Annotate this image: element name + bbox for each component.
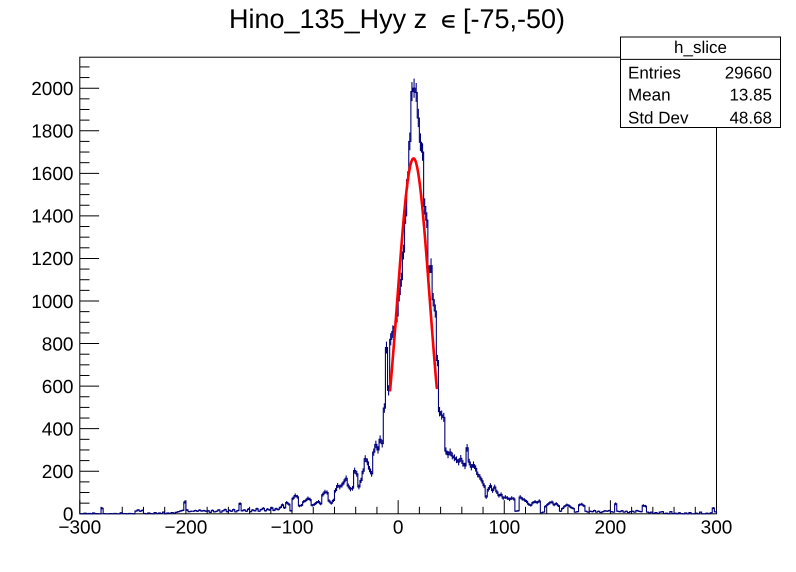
svg-text:1800: 1800	[31, 122, 73, 143]
svg-text:−300: −300	[58, 518, 101, 539]
svg-text:0: 0	[393, 518, 404, 539]
svg-text:Mean: Mean	[628, 86, 671, 105]
svg-text:−100: −100	[271, 518, 314, 539]
svg-text:Hino_135_Hyy z: Hino_135_Hyy z	[229, 4, 427, 34]
svg-text:2000: 2000	[31, 79, 73, 100]
svg-text:Entries: Entries	[628, 63, 681, 82]
svg-text:29660: 29660	[725, 63, 772, 82]
svg-text:Std Dev: Std Dev	[628, 109, 689, 128]
svg-text:200: 200	[595, 518, 627, 539]
svg-text:48.68: 48.68	[729, 109, 772, 128]
svg-text:100: 100	[488, 518, 520, 539]
svg-text:13.85: 13.85	[729, 86, 772, 105]
svg-text:1000: 1000	[31, 292, 73, 313]
svg-text:400: 400	[42, 420, 74, 441]
svg-text:300: 300	[701, 518, 733, 539]
svg-text:1400: 1400	[31, 207, 73, 228]
svg-text:h_slice: h_slice	[674, 38, 727, 57]
svg-text:800: 800	[42, 334, 74, 355]
svg-text:1600: 1600	[31, 164, 73, 185]
svg-text:1200: 1200	[31, 249, 73, 270]
svg-text:[-75,-50): [-75,-50)	[463, 4, 565, 34]
svg-text:600: 600	[42, 377, 74, 398]
svg-text:0: 0	[63, 505, 74, 526]
svg-text:200: 200	[42, 462, 74, 483]
svg-text:−200: −200	[165, 518, 208, 539]
